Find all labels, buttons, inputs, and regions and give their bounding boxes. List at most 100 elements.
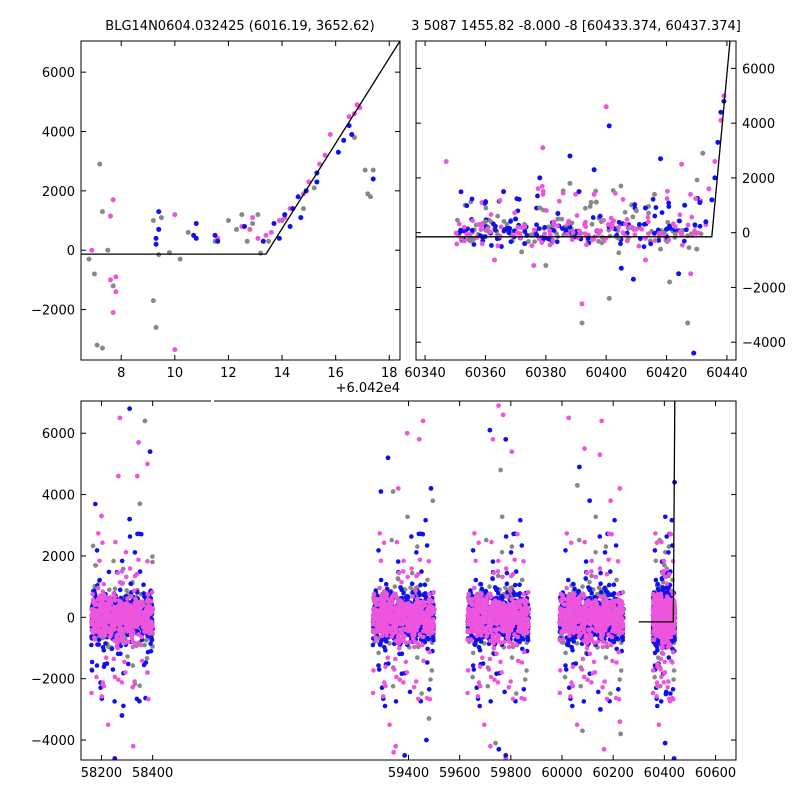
data-point-gray [593, 199, 599, 205]
data-point-gray [616, 250, 622, 256]
data-point-pink [470, 619, 476, 625]
data-point-pink [568, 540, 574, 545]
data-point-blue [652, 213, 658, 219]
data-point-blue [488, 699, 494, 704]
data-point-pink [90, 591, 95, 597]
data-point-pink [130, 639, 136, 644]
data-point-pink [589, 558, 594, 564]
data-point-blue [522, 229, 528, 235]
data-point-pink [695, 230, 701, 236]
data-point-blue [112, 699, 117, 704]
data-point-pink [102, 633, 108, 638]
data-point-gray [504, 222, 510, 227]
data-point-blue [508, 550, 514, 555]
data-point-pink [371, 606, 376, 612]
data-point-blue [379, 685, 385, 690]
data-point-pink [136, 557, 141, 563]
y-tick-label: −2000 [742, 281, 786, 296]
data-point-blue [96, 642, 101, 647]
data-point-blue [139, 531, 144, 537]
data-point-pink [107, 213, 113, 219]
data-point-pink [119, 569, 125, 574]
data-point-blue [576, 189, 582, 195]
data-point-pink [123, 670, 128, 675]
data-point-pink [413, 600, 419, 606]
data-point-pink [379, 606, 384, 612]
data-point-pink [513, 620, 519, 625]
data-point-pink [383, 683, 388, 689]
data-point-gray [667, 279, 673, 285]
data-point-blue [477, 647, 483, 653]
data-point-gray [153, 324, 159, 330]
data-point-gray [258, 250, 264, 256]
data-point-pink [468, 600, 474, 605]
data-point-pink [98, 633, 104, 639]
data-point-pink [512, 557, 517, 563]
data-point-pink [89, 690, 94, 696]
data-point-pink [522, 224, 528, 229]
data-point-blue [676, 271, 682, 277]
data-point-gray [543, 263, 549, 269]
data-point-pink [512, 210, 518, 216]
data-point-pink [645, 214, 651, 220]
data-point-pink [400, 615, 405, 620]
data-point-pink [389, 629, 394, 635]
data-point-blue [598, 570, 603, 576]
data-point-blue [514, 196, 520, 202]
data-point-blue [376, 548, 381, 553]
data-point-pink [142, 628, 147, 633]
data-point-gray [588, 200, 594, 206]
data-point-gray [409, 570, 415, 576]
data-point-pink [382, 680, 387, 685]
data-point-gray [593, 549, 598, 555]
data-point-gray [658, 246, 664, 252]
data-point-gray [470, 650, 476, 656]
data-point-pink [608, 642, 614, 648]
data-point-pink [480, 655, 485, 660]
data-point-pink [419, 605, 425, 610]
data-point-pink [132, 573, 138, 579]
data-point-blue [677, 218, 682, 224]
data-point-pink [495, 243, 501, 249]
data-point-pink [105, 722, 111, 728]
data-point-pink [468, 637, 474, 642]
data-point-pink [376, 619, 381, 625]
data-point-pink [377, 585, 382, 591]
data-point-blue [691, 350, 697, 356]
data-point-pink [515, 634, 521, 640]
data-point-pink [91, 635, 97, 640]
data-point-pink [146, 598, 152, 603]
data-point-blue [373, 588, 379, 593]
y-tick-label: 6000 [742, 62, 775, 77]
y-tick-label: 6000 [42, 66, 75, 81]
data-point-blue [335, 149, 341, 155]
data-point-pink [510, 696, 516, 702]
data-point-blue [618, 265, 624, 271]
data-point-pink [138, 605, 144, 610]
data-point-pink [610, 658, 615, 664]
data-point-pink [405, 623, 411, 629]
data-point-pink [536, 236, 542, 242]
data-point-blue [295, 194, 301, 200]
data-point-pink [584, 646, 590, 651]
data-point-gray [392, 584, 398, 589]
data-point-blue [597, 213, 603, 219]
data-point-pink [381, 540, 387, 545]
data-point-pink [124, 623, 129, 629]
data-point-pink [712, 158, 718, 164]
data-point-pink [589, 680, 594, 685]
data-point-blue [153, 241, 159, 247]
data-point-pink [620, 197, 626, 202]
data-point-blue [376, 663, 381, 668]
data-point-pink [128, 632, 134, 638]
data-point-pink [118, 600, 124, 605]
data-point-pink [627, 224, 633, 230]
data-point-pink [519, 611, 524, 616]
data-point-pink [535, 186, 541, 192]
data-point-gray [137, 683, 142, 688]
data-point-pink [497, 198, 503, 203]
y-tick-label: 2000 [742, 172, 775, 187]
data-point-blue [525, 637, 531, 643]
data-point-pink [388, 625, 394, 631]
data-point-pink [383, 664, 388, 670]
